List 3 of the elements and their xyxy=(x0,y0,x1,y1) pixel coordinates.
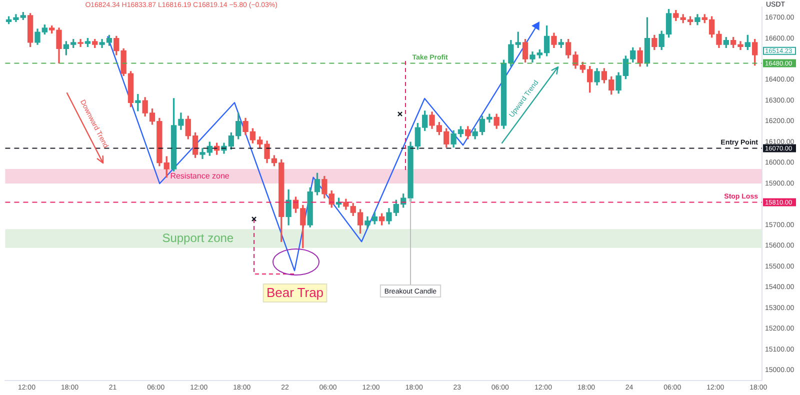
band-label: Support zone xyxy=(162,230,234,245)
band-label: Resistance zone xyxy=(170,171,230,180)
annotation: Bear Trap xyxy=(266,285,324,300)
